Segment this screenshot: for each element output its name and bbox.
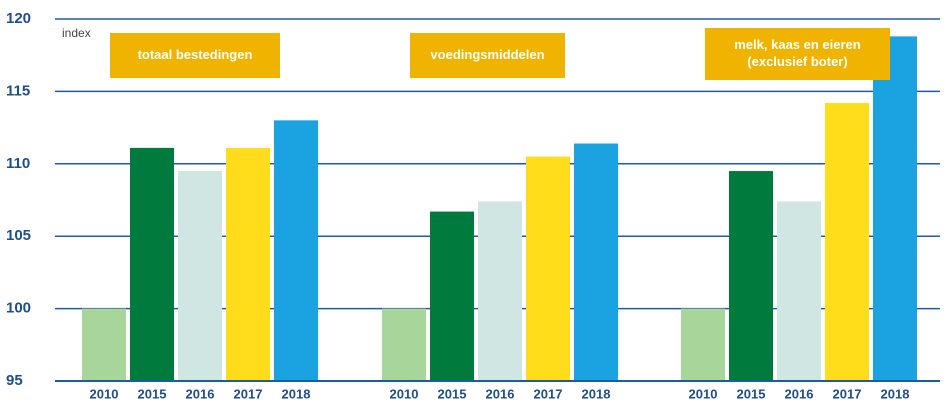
bar — [430, 211, 474, 381]
bar — [729, 171, 773, 381]
bar — [681, 308, 725, 381]
bar — [873, 36, 917, 381]
group-label: totaal bestedingen — [138, 47, 253, 62]
bar — [777, 201, 821, 381]
y-axis-label: index — [62, 26, 91, 40]
bar — [274, 120, 318, 382]
y-tick-label: 105 — [6, 227, 31, 244]
bar — [130, 147, 174, 381]
y-tick-label: 115 — [6, 82, 30, 99]
group-label-box — [410, 33, 565, 78]
x-tick-label: 2016 — [486, 386, 515, 401]
group-label-box — [705, 28, 890, 80]
y-tick-label: 95 — [6, 372, 23, 389]
group-label: (exclusief boter) — [747, 54, 847, 69]
y-tick-label: 100 — [6, 300, 31, 317]
x-tick-label: 2015 — [737, 386, 766, 401]
x-tick-label: 2015 — [138, 386, 167, 401]
x-tick-label: 2017 — [833, 386, 862, 401]
x-tick-label: 2018 — [282, 386, 311, 401]
x-tick-label: 2017 — [234, 386, 263, 401]
x-tick-label: 2010 — [90, 386, 119, 401]
bar — [478, 201, 522, 381]
x-tick-label: 2010 — [390, 386, 419, 401]
bar — [574, 143, 618, 381]
x-tick-label: 2017 — [534, 386, 563, 401]
bar — [382, 308, 426, 381]
x-tick-label: 2018 — [881, 386, 910, 401]
y-tick-label: 120 — [6, 10, 31, 27]
y-tick-label: 110 — [6, 155, 30, 172]
x-tick-label: 2016 — [186, 386, 215, 401]
group-label-box — [110, 33, 280, 78]
bar — [178, 171, 222, 381]
group-label: melk, kaas en eieren — [734, 37, 861, 52]
group-label: voedingsmiddelen — [430, 47, 544, 62]
bar — [226, 147, 270, 381]
x-tick-label: 2015 — [438, 386, 467, 401]
bar — [526, 156, 570, 381]
x-tick-label: 2010 — [689, 386, 718, 401]
bar — [82, 308, 126, 381]
x-tick-label: 2018 — [582, 386, 611, 401]
x-tick-label: 2016 — [785, 386, 814, 401]
bar — [825, 102, 869, 381]
